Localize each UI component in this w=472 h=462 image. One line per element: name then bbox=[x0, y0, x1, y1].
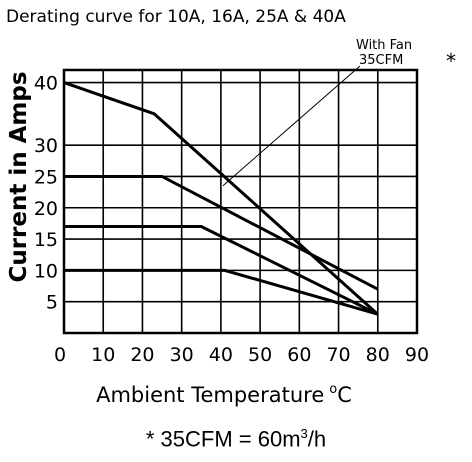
y-tick-label: 40 bbox=[34, 73, 58, 95]
series-line bbox=[64, 174, 379, 291]
footnote-prefix: * 35CFM = 60m bbox=[145, 426, 301, 452]
x-tick-labels: 0 10 20 30 40 50 60 70 80 90 bbox=[54, 344, 429, 366]
plot-frame bbox=[62, 68, 419, 335]
y-axis-label: Current in Amps bbox=[6, 71, 32, 282]
series-line bbox=[64, 225, 379, 316]
series-line bbox=[64, 268, 379, 316]
x-tick-label: 10 bbox=[91, 344, 115, 366]
series-lines bbox=[63, 81, 379, 316]
x-tick-label: 40 bbox=[209, 344, 233, 366]
x-tick-label: 20 bbox=[130, 344, 154, 366]
x-tick-label: 30 bbox=[170, 344, 194, 366]
y-tick-labels: 5 10 15 20 25 30 40 bbox=[34, 73, 58, 314]
y-tick-label: 10 bbox=[34, 260, 58, 282]
y-tick-label: 15 bbox=[34, 229, 58, 251]
x-axis-unit: C bbox=[337, 383, 352, 407]
annotation-leader bbox=[222, 65, 361, 187]
annotation-marker: * bbox=[446, 49, 456, 73]
x-tick-label: 80 bbox=[366, 344, 390, 366]
x-axis-unit-sup: o bbox=[329, 382, 337, 397]
footnote-sup: 3 bbox=[300, 426, 308, 441]
y-tick-label: 30 bbox=[34, 135, 58, 157]
y-tick-label: 20 bbox=[34, 198, 58, 220]
x-tick-label: 0 bbox=[54, 344, 66, 366]
x-tick-label: 70 bbox=[326, 344, 350, 366]
derating-chart: Derating curve for 10A, 16A, 25A & 40A 0… bbox=[6, 7, 456, 407]
x-tick-label: 60 bbox=[287, 344, 311, 366]
x-tick-label: 50 bbox=[248, 344, 272, 366]
x-axis-label-text: Ambient Temperature bbox=[96, 383, 324, 407]
annotation-line-2: 35CFM bbox=[359, 53, 403, 68]
footnote-suffix: /h bbox=[307, 426, 327, 452]
footnote: * 35CFM = 60m3/h bbox=[0, 426, 472, 452]
chart-title: Derating curve for 10A, 16A, 25A & 40A bbox=[6, 7, 346, 27]
series-line bbox=[63, 81, 379, 316]
y-tick-label: 25 bbox=[34, 166, 58, 188]
annotation-line-1: With Fan bbox=[356, 38, 412, 53]
grid bbox=[64, 70, 417, 333]
x-tick-label: 90 bbox=[405, 344, 429, 366]
x-axis-label: Ambient Temperature oC bbox=[96, 382, 352, 407]
y-tick-label: 5 bbox=[46, 292, 58, 314]
